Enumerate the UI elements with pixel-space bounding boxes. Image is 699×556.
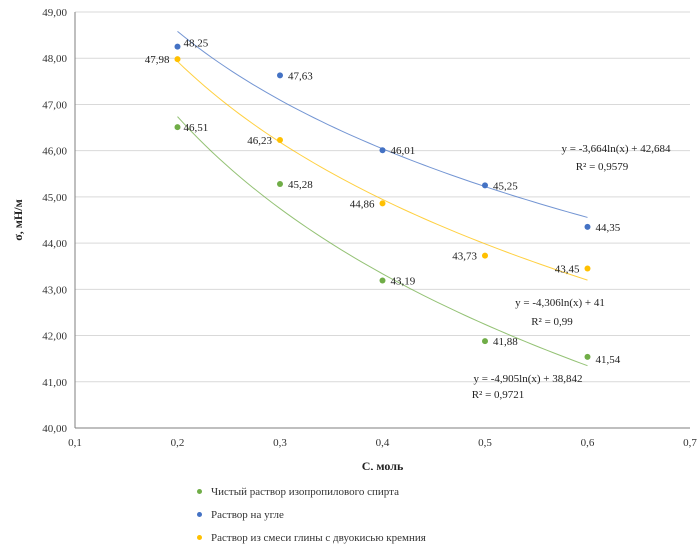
y-tick-label: 49,00: [42, 7, 67, 19]
trendline-equation: y = -4,306ln(x) + 41: [515, 297, 605, 309]
data-point: [380, 200, 386, 206]
y-tick-label: 46,00: [42, 146, 67, 158]
y-tick-label: 40,00: [42, 423, 67, 435]
data-point: [175, 44, 181, 50]
trendline-equation: y = -4,905ln(x) + 38,842: [474, 373, 583, 385]
data-point: [175, 56, 181, 62]
x-axis-title: C, моль: [362, 459, 404, 470]
data-label: 46,51: [184, 122, 209, 134]
y-axis-title: σ, мН/м: [11, 199, 25, 241]
y-tick-label: 44,00: [42, 238, 67, 250]
legend-item-clay-silica: Раствор из смеси глины с двуокисью кремн…: [197, 526, 657, 549]
data-label: 46,01: [391, 145, 416, 157]
x-tick-label: 0,1: [68, 437, 82, 449]
trendlines: [178, 31, 588, 365]
data-label: 45,25: [493, 180, 518, 192]
data-label: 45,28: [288, 179, 313, 191]
data-label: 41,88: [493, 336, 518, 348]
data-point: [380, 147, 386, 153]
trendline-r2: R² = 0,9721: [472, 389, 525, 401]
data-label: 41,54: [596, 354, 621, 366]
legend-label: Раствор на угле: [211, 509, 284, 521]
data-label: 44,35: [596, 222, 621, 234]
y-tick-label: 48,00: [42, 53, 67, 65]
y-tick-label: 42,00: [42, 331, 67, 343]
x-tick-label: 0,7: [683, 437, 697, 449]
y-tick-label: 43,00: [42, 284, 67, 296]
y-tick-label: 41,00: [42, 377, 67, 389]
data-point: [482, 338, 488, 344]
data-point: [175, 124, 181, 130]
data-point: [277, 72, 283, 78]
trendline-r2: R² = 0,9579: [576, 161, 629, 173]
data-label: 43,45: [555, 264, 580, 276]
data-label: 43,73: [452, 251, 477, 263]
x-tick-label: 0,2: [171, 437, 185, 449]
legend-item-coal: Раствор на угле: [197, 503, 657, 526]
data-point: [482, 253, 488, 259]
data-point: [482, 182, 488, 188]
chart: 46,51 45,28 43,19 41,88 41,54 48,25 47,63 46,01…: [0, 0, 699, 470]
data-points: [175, 44, 591, 360]
legend-marker: [197, 535, 202, 540]
y-tick-label: 47,00: [42, 99, 67, 111]
x-tick-label: 0,5: [478, 437, 492, 449]
data-point: [380, 278, 386, 284]
legend: Чистый раствор изопропилового спирта Рас…: [197, 480, 657, 549]
data-label: 47,98: [145, 54, 170, 66]
data-point: [277, 181, 283, 187]
trendline-series-3: [178, 61, 588, 280]
grid: [75, 12, 690, 382]
data-point: [277, 137, 283, 143]
trendline-equation: y = -3,664ln(x) + 42,684: [562, 143, 671, 155]
x-tick-label: 0,4: [376, 437, 390, 449]
trendline-series-1: [178, 117, 588, 366]
x-tick-label: 0,3: [273, 437, 287, 449]
data-label: 44,86: [350, 198, 375, 210]
data-point: [585, 224, 591, 230]
legend-label: Раствор из смеси глины с двуокисью кремн…: [211, 532, 426, 544]
legend-marker: [197, 512, 202, 517]
data-label: 48,25: [184, 38, 209, 50]
y-tick-label: 45,00: [42, 192, 67, 204]
data-point: [585, 266, 591, 272]
legend-marker: [197, 489, 202, 494]
data-label: 46,23: [247, 135, 272, 147]
legend-item-isopropyl: Чистый раствор изопропилового спирта: [197, 480, 657, 503]
trendline-r2: R² = 0,99: [531, 316, 573, 328]
data-label: 43,19: [391, 276, 416, 288]
trendline-series-2: [178, 31, 588, 217]
data-label: 47,63: [288, 70, 313, 82]
legend-label: Чистый раствор изопропилового спирта: [211, 486, 399, 498]
x-tick-label: 0,6: [581, 437, 595, 449]
data-point: [585, 354, 591, 360]
